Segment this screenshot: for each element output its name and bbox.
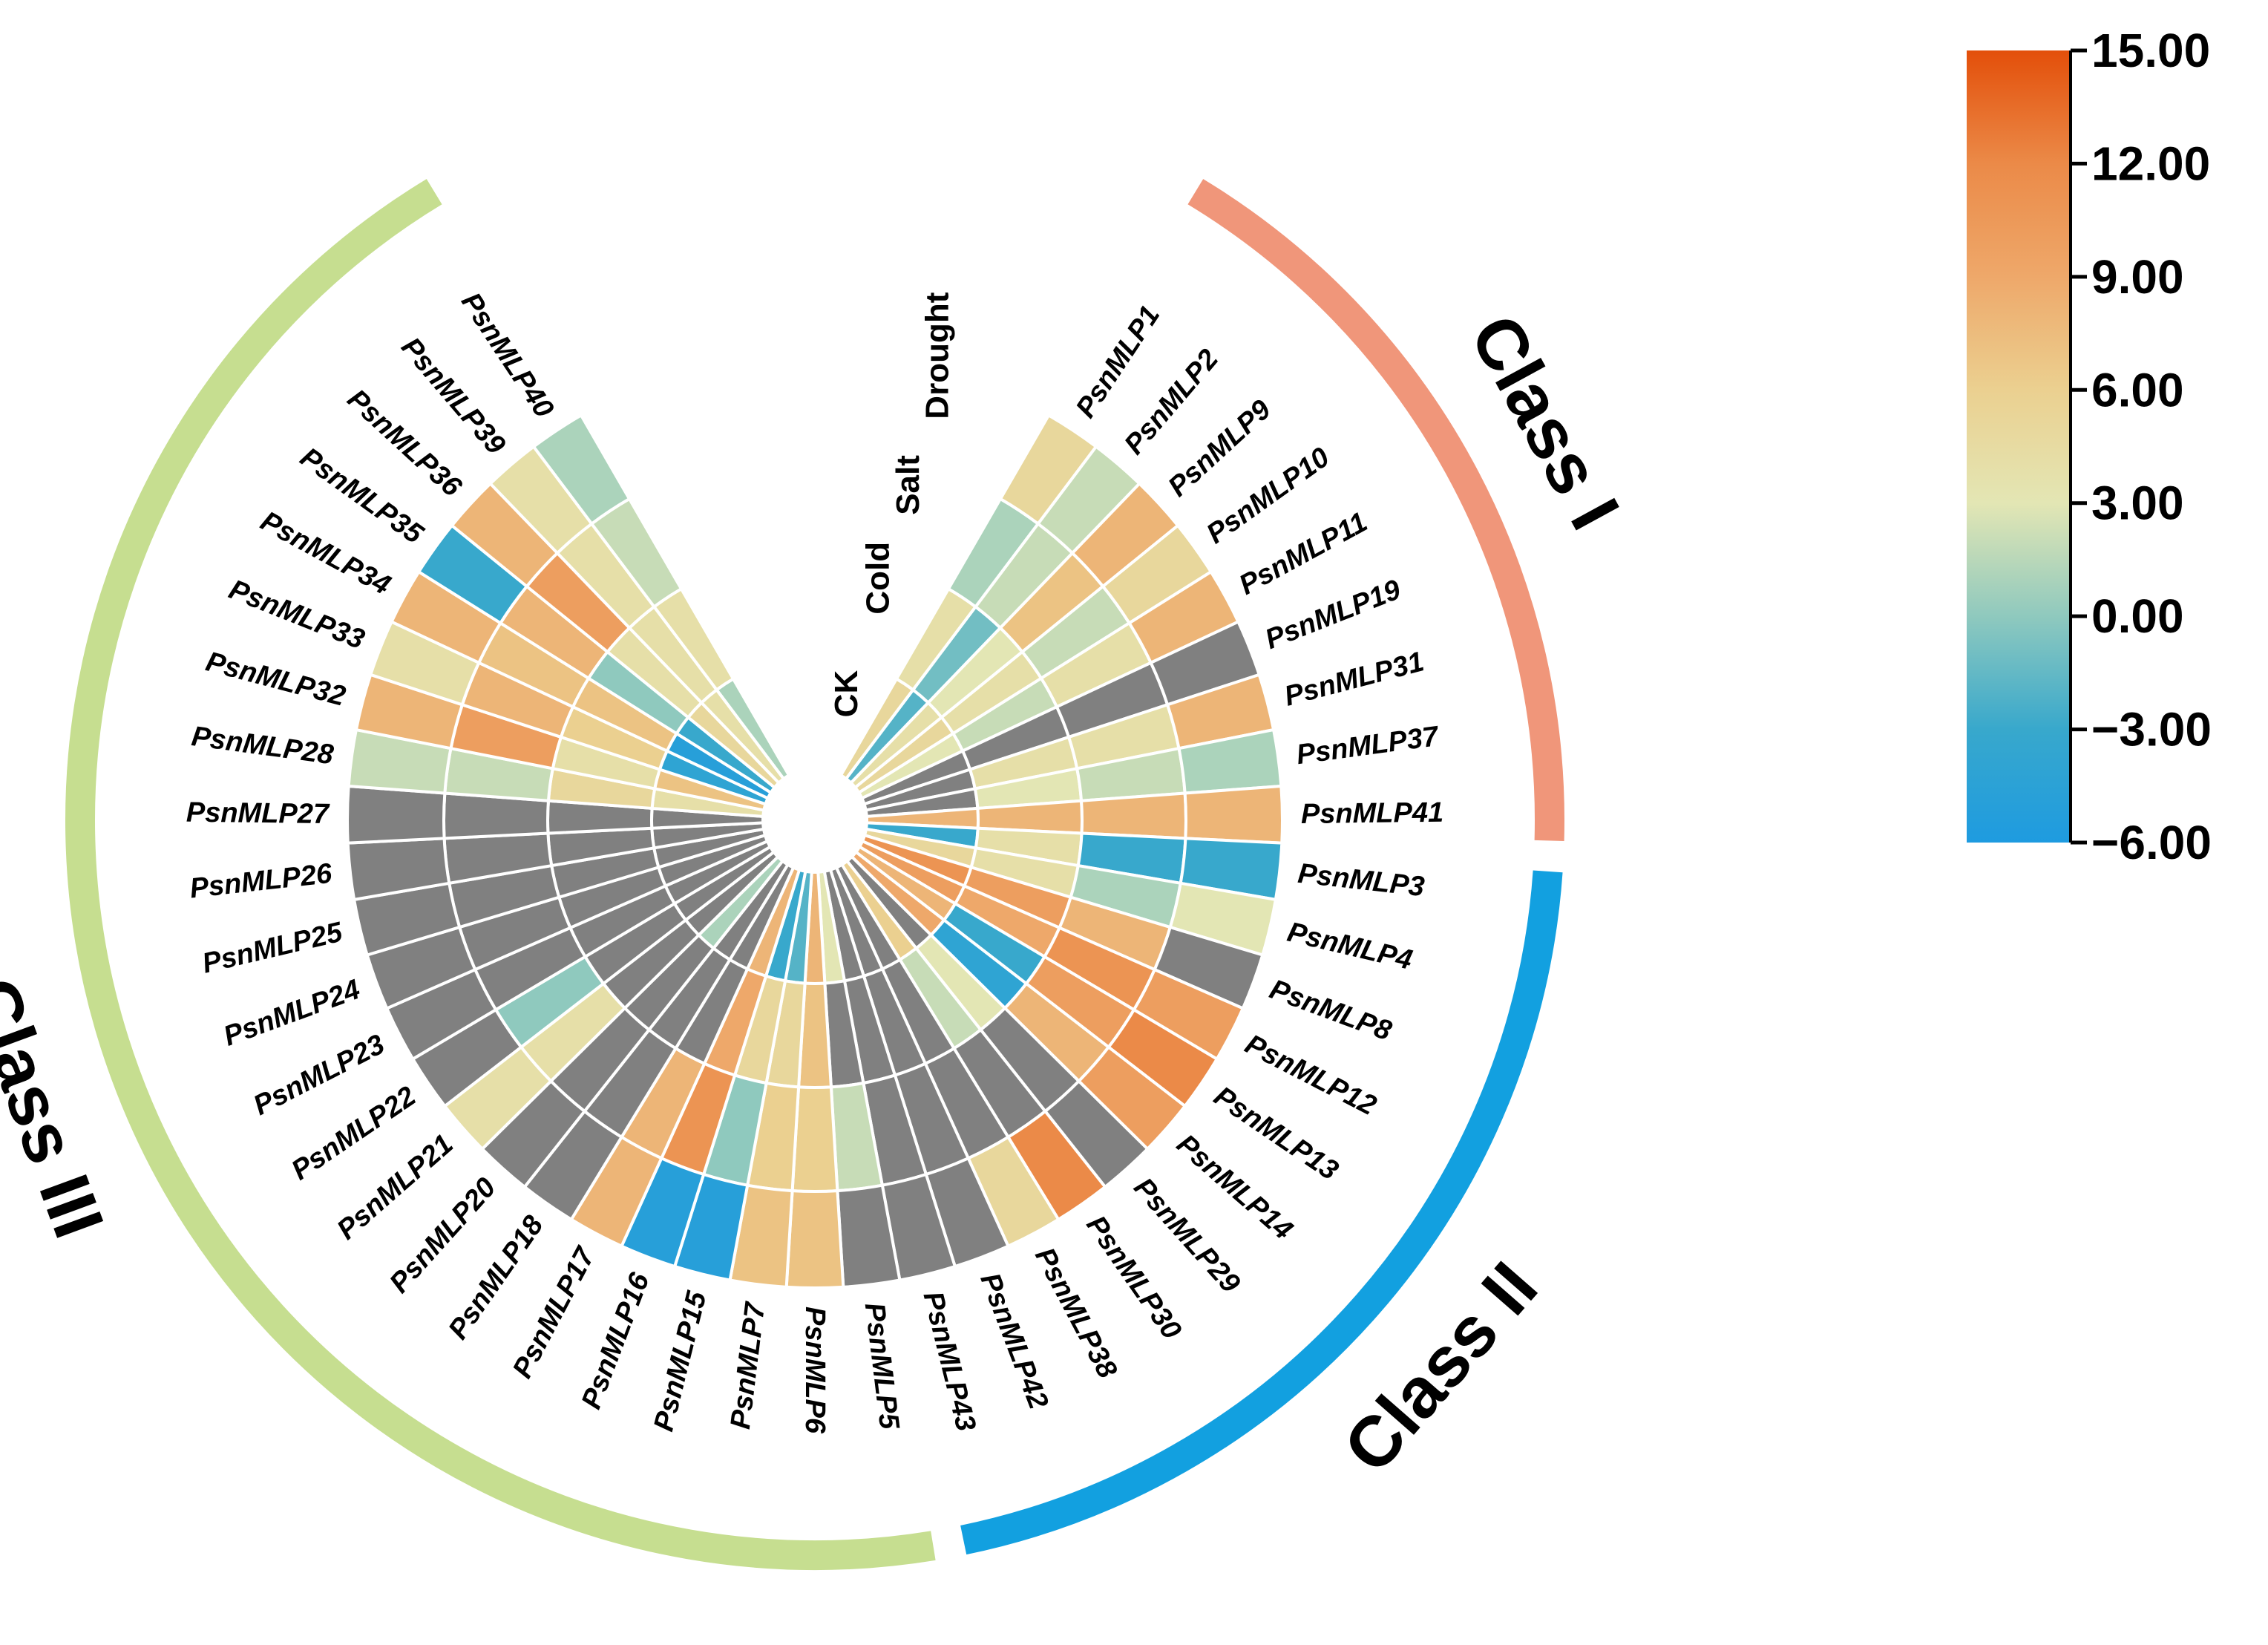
cell-PsnMLP41-salt [1079, 791, 1187, 840]
gene-label-PsnMLP6: PsnMLP6 [799, 1306, 830, 1434]
class-arc-class-iii [65, 179, 936, 1570]
gene-label-PsnMLP8: PsnMLP8 [1265, 974, 1396, 1047]
gene-label-PsnMLP5: PsnMLP5 [859, 1301, 905, 1432]
cell-PsnMLP40-drought [531, 413, 632, 526]
gene-label-PsnMLP3: PsnMLP3 [1297, 858, 1426, 903]
track-label-cold: Cold [859, 542, 896, 615]
track-labels: CK Cold Salt Drought [828, 292, 956, 717]
cell-PsnMLP41-drought [1183, 784, 1284, 845]
gene-label-PsnMLP4: PsnMLP4 [1285, 917, 1415, 976]
gene-label-PsnMLP25: PsnMLP25 [200, 917, 347, 980]
legend-tick-label: 0.00 [2091, 589, 2184, 643]
gene-label-PsnMLP15: PsnMLP15 [648, 1288, 712, 1434]
gene-label-PsnMLP33: PsnMLP33 [225, 574, 369, 655]
legend-tick-label: 3.00 [2091, 477, 2184, 530]
class-label-class-ii: Class II [1328, 1247, 1553, 1488]
cell-PsnMLP27-drought [346, 784, 447, 845]
track-label-ck: CK [828, 670, 865, 718]
gene-label-PsnMLP37: PsnMLP37 [1294, 721, 1441, 771]
cell-PsnMLP6-drought [784, 1188, 845, 1289]
track-label-salt: Salt [890, 455, 926, 515]
gene-label-PsnMLP32: PsnMLP32 [203, 646, 349, 712]
gene-label-PsnMLP19: PsnMLP19 [1261, 574, 1405, 655]
legend-tick-label: 6.00 [2091, 363, 2184, 416]
gene-label-PsnMLP24: PsnMLP24 [220, 974, 364, 1053]
legend-tick-label: −3.00 [2091, 703, 2212, 756]
heatmap-cells [346, 413, 1284, 1289]
legend-tick-label: 12.00 [2091, 137, 2210, 190]
gene-label-PsnMLP31: PsnMLP31 [1281, 646, 1427, 712]
gene-label-PsnMLP28: PsnMLP28 [190, 721, 336, 771]
class-arc-class-i [1187, 179, 1564, 842]
class-arc-class-ii [960, 870, 1563, 1555]
gene-label-PsnMLP26: PsnMLP26 [189, 858, 334, 905]
gene-label-PsnMLP43: PsnMLP43 [917, 1289, 982, 1435]
legend-tick-label: −6.00 [2091, 816, 2212, 869]
gene-label-PsnMLP41: PsnMLP41 [1301, 797, 1444, 830]
gene-label-PsnMLP16: PsnMLP16 [576, 1268, 656, 1413]
gene-label-PsnMLP42: PsnMLP42 [974, 1269, 1054, 1413]
gene-label-PsnMLP27: PsnMLP27 [186, 797, 331, 830]
class-arcs [65, 179, 1564, 1570]
legend-tick-label: 9.00 [2091, 250, 2184, 304]
track-label-drought: Drought [920, 292, 956, 419]
legend-gradient-bar [1967, 50, 2071, 843]
color-scale-legend: 15.00 12.00 9.00 6.00 3.00 0.00 −3.00 −6.00 [1967, 24, 2212, 869]
gene-label-PsnMLP7: PsnMLP7 [725, 1300, 772, 1431]
legend-tick-label: 15.00 [2091, 24, 2210, 77]
